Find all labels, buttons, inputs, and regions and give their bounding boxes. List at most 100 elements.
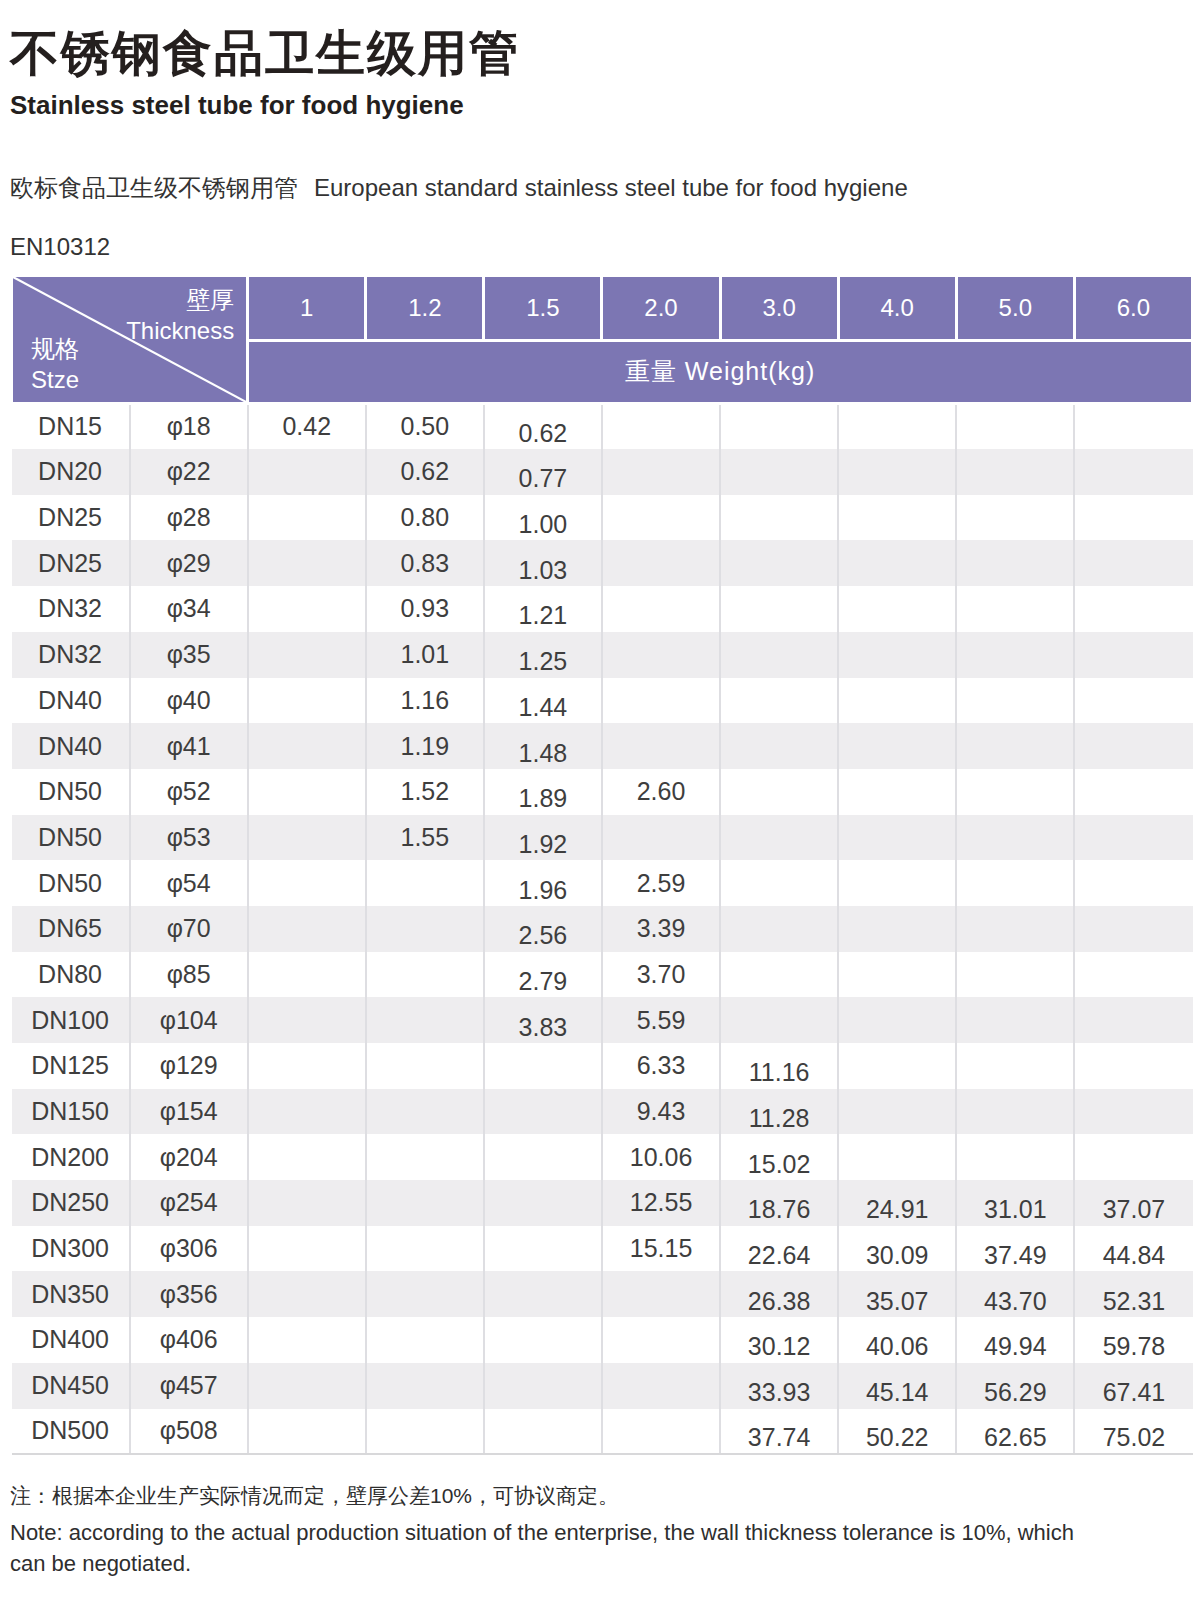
weight-cell — [484, 1226, 602, 1272]
diameter-cell: φ70 — [130, 906, 248, 952]
weight-cell — [1074, 997, 1192, 1043]
weight-cell — [838, 860, 956, 906]
thickness-header-row: 壁厚 Thickness 规格 Stze 1 1.2 1.5 2.0 3.0 4… — [12, 275, 1193, 340]
cell-text: 0.62 — [400, 457, 449, 485]
weight-cell — [602, 678, 720, 724]
weight-cell: 2.60 — [602, 769, 720, 815]
cell-text: φ28 — [167, 503, 211, 531]
weight-cell — [956, 1134, 1074, 1180]
weight-cell — [248, 678, 366, 724]
weight-cell — [366, 906, 484, 952]
weight-cell: 43.70 — [956, 1271, 1074, 1317]
weight-cell: 62.65 — [956, 1409, 1074, 1455]
weight-cell — [838, 678, 956, 724]
size-label-en: Stze — [31, 364, 79, 395]
weight-cell: 37.49 — [956, 1226, 1074, 1272]
weight-cell — [248, 1317, 366, 1363]
weight-cell — [602, 495, 720, 541]
diameter-cell: φ41 — [130, 723, 248, 769]
cell-text: 12.55 — [630, 1188, 693, 1216]
cell-text: 1.52 — [400, 777, 449, 805]
size-cell: DN20 — [12, 449, 130, 495]
cell-text: 2.60 — [637, 777, 686, 805]
weight-cell — [602, 403, 720, 449]
weight-cell — [366, 1134, 484, 1180]
size-cell: DN50 — [12, 769, 130, 815]
cell-text: 59.78 — [1103, 1332, 1166, 1361]
size-cell: DN40 — [12, 723, 130, 769]
weight-cell — [248, 632, 366, 678]
cell-text: DN15 — [38, 412, 102, 440]
cell-text: φ204 — [160, 1143, 218, 1171]
cell-text: 30.09 — [866, 1241, 929, 1270]
weight-cell — [484, 1043, 602, 1089]
weight-cell: 9.43 — [602, 1089, 720, 1135]
cell-text: φ457 — [160, 1371, 218, 1399]
weight-cell — [1074, 632, 1192, 678]
cell-text: φ40 — [167, 686, 211, 714]
thickness-col-header: 3.0 — [720, 275, 838, 340]
cell-text: DN125 — [31, 1051, 109, 1079]
weight-cell: 0.77 — [484, 449, 602, 495]
weight-cell — [484, 1317, 602, 1363]
weight-cell: 1.96 — [484, 860, 602, 906]
size-cell: DN40 — [12, 678, 130, 724]
weight-cell: 1.16 — [366, 678, 484, 724]
thickness-label-cn: 壁厚 — [126, 284, 234, 315]
table-row: DN250φ25412.5518.7624.9131.0137.07 — [12, 1180, 1193, 1226]
weight-cell — [366, 952, 484, 998]
cell-text: 1.01 — [400, 640, 449, 668]
weight-cell — [366, 1226, 484, 1272]
weight-cell — [484, 1271, 602, 1317]
table-row: DN300φ30615.1522.6430.0937.4944.84 — [12, 1226, 1193, 1272]
standard-code: EN10312 — [10, 233, 1192, 261]
cell-text: φ29 — [167, 549, 211, 577]
weight-cell — [838, 403, 956, 449]
note-text-en: Note: according to the actual production… — [10, 1517, 1085, 1579]
weight-cell: 31.01 — [956, 1180, 1074, 1226]
weight-cell — [1074, 403, 1192, 449]
cell-text: 44.84 — [1103, 1241, 1166, 1270]
size-cell: DN250 — [12, 1180, 130, 1226]
cell-text: 1.21 — [519, 601, 568, 630]
cell-text: 0.93 — [400, 594, 449, 622]
weight-cell — [720, 586, 838, 632]
weight-cell: 37.74 — [720, 1409, 838, 1455]
weight-cell — [248, 997, 366, 1043]
size-cell: DN300 — [12, 1226, 130, 1272]
cell-text: φ34 — [167, 594, 211, 622]
weight-cell: 1.25 — [484, 632, 602, 678]
weight-cell: 3.39 — [602, 906, 720, 952]
weight-cell — [366, 1089, 484, 1135]
weight-cell: 1.21 — [484, 586, 602, 632]
weight-cell — [602, 1317, 720, 1363]
weight-cell — [602, 723, 720, 769]
weight-cell: 12.55 — [602, 1180, 720, 1226]
cell-text: 1.25 — [519, 647, 568, 676]
diameter-cell: φ154 — [130, 1089, 248, 1135]
table-row: DN100φ1043.835.59 — [12, 997, 1193, 1043]
weight-cell — [838, 632, 956, 678]
cell-text: φ85 — [167, 960, 211, 988]
weight-cell — [720, 723, 838, 769]
weight-cell: 18.76 — [720, 1180, 838, 1226]
thickness-col-header: 6.0 — [1074, 275, 1192, 340]
weight-cell — [956, 997, 1074, 1043]
weight-cell: 1.01 — [366, 632, 484, 678]
weight-cell — [720, 860, 838, 906]
table-row: DN450φ45733.9345.1456.2967.41 — [12, 1363, 1193, 1409]
weight-cell — [838, 723, 956, 769]
weight-cell — [1074, 1089, 1192, 1135]
weight-cell — [484, 1363, 602, 1409]
cell-text: 9.43 — [637, 1097, 686, 1125]
weight-cell: 22.64 — [720, 1226, 838, 1272]
cell-text: φ18 — [167, 412, 211, 440]
cell-text: 1.16 — [400, 686, 449, 714]
table-row: DN25φ290.831.03 — [12, 540, 1193, 586]
weight-cell: 67.41 — [1074, 1363, 1192, 1409]
table-row: DN50φ541.962.59 — [12, 860, 1193, 906]
cell-text: 1.48 — [519, 739, 568, 768]
cell-text: 0.77 — [519, 464, 568, 493]
weight-cell: 1.19 — [366, 723, 484, 769]
diameter-cell: φ406 — [130, 1317, 248, 1363]
